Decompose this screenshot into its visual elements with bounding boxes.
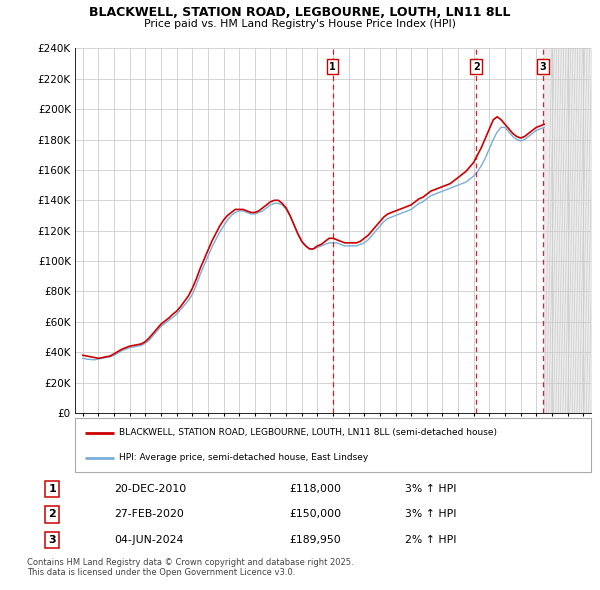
Text: £150,000: £150,000 <box>289 510 341 519</box>
Text: £118,000: £118,000 <box>289 484 341 494</box>
Text: 1: 1 <box>49 484 56 494</box>
Text: 2% ↑ HPI: 2% ↑ HPI <box>405 535 457 545</box>
FancyBboxPatch shape <box>75 418 591 472</box>
Text: 04-JUN-2024: 04-JUN-2024 <box>115 535 184 545</box>
Text: BLACKWELL, STATION ROAD, LEGBOURNE, LOUTH, LN11 8LL: BLACKWELL, STATION ROAD, LEGBOURNE, LOUT… <box>89 6 511 19</box>
Text: 1: 1 <box>329 61 336 71</box>
Text: Price paid vs. HM Land Registry's House Price Index (HPI): Price paid vs. HM Land Registry's House … <box>144 19 456 29</box>
Text: 3: 3 <box>539 61 547 71</box>
Text: 20-DEC-2010: 20-DEC-2010 <box>115 484 187 494</box>
Text: 27-FEB-2020: 27-FEB-2020 <box>115 510 184 519</box>
Text: 3: 3 <box>49 535 56 545</box>
Text: 3% ↑ HPI: 3% ↑ HPI <box>405 510 457 519</box>
Text: 3% ↑ HPI: 3% ↑ HPI <box>405 484 457 494</box>
Text: Contains HM Land Registry data © Crown copyright and database right 2025.
This d: Contains HM Land Registry data © Crown c… <box>27 558 353 577</box>
Text: £189,950: £189,950 <box>289 535 341 545</box>
Text: 2: 2 <box>473 61 479 71</box>
Text: BLACKWELL, STATION ROAD, LEGBOURNE, LOUTH, LN11 8LL (semi-detached house): BLACKWELL, STATION ROAD, LEGBOURNE, LOUT… <box>119 428 497 437</box>
Text: HPI: Average price, semi-detached house, East Lindsey: HPI: Average price, semi-detached house,… <box>119 453 368 463</box>
Text: 2: 2 <box>49 510 56 519</box>
